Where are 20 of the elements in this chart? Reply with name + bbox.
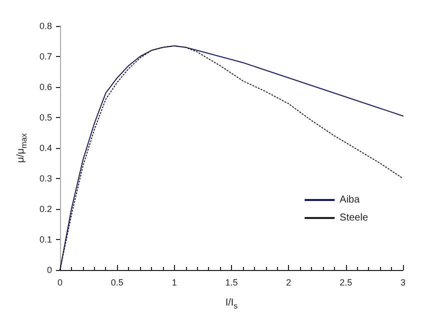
y-tick-label: 0 [46,265,52,275]
legend-label: Steele [340,212,368,224]
x-tick-label: 2.5 [340,278,352,288]
x-tick-label: 1 [172,278,177,288]
x-tick-label: 0 [57,278,63,288]
y-tick-label: 0.5 [39,112,52,122]
legend-label: Aiba [340,194,360,206]
y-axis-title: μ/μmax [16,133,28,163]
line-series [60,45,404,270]
y-tick-label: 0.1 [39,234,52,244]
y-tick-label: 0.8 [39,21,52,31]
y-tick-label: 0.4 [39,143,52,153]
y-tick-label: 0.7 [39,52,52,62]
y-tick-label: 0.6 [39,82,52,92]
x-tick-label: 0.5 [110,278,124,288]
x-tick-label: 1.5 [225,278,238,288]
x-tick-label: 3 [400,278,406,288]
y-tick-label: 0.3 [39,174,52,184]
x-tick-label: 2 [286,278,292,288]
y-tick-label: 0.2 [39,204,52,214]
